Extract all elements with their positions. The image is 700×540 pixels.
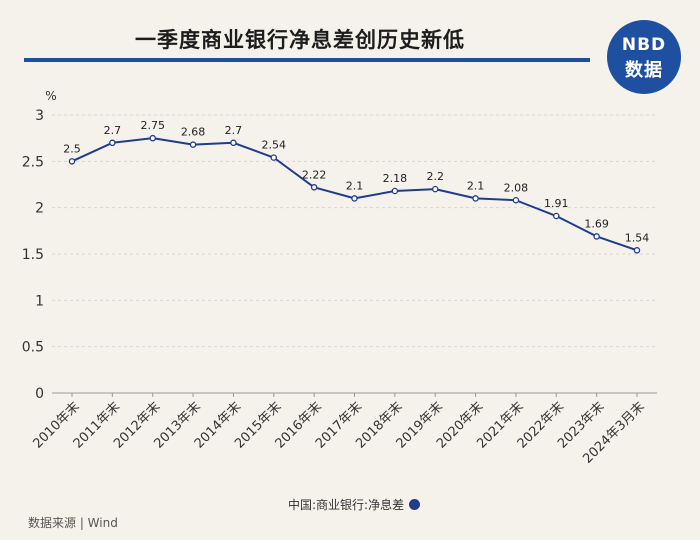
data-label: 2.18 — [383, 172, 408, 185]
data-point — [512, 197, 520, 204]
legend-marker — [409, 499, 421, 510]
y-tick-label: 0 — [35, 386, 44, 402]
data-label: 2.22 — [302, 168, 327, 181]
data-points — [68, 134, 641, 254]
data-label: 2.5 — [63, 142, 81, 155]
grid-lines — [52, 114, 657, 348]
data-label: 1.69 — [584, 217, 609, 230]
series-line — [71, 137, 638, 252]
y-tick-label: 1.5 — [22, 247, 44, 263]
data-label: 2.68 — [181, 126, 206, 139]
y-tick-label: 2 — [35, 201, 44, 217]
nbd-logo: NBD 数据 — [607, 20, 681, 94]
data-point — [189, 141, 197, 148]
data-point — [270, 154, 278, 161]
data-point — [351, 195, 358, 202]
page-title: 一季度商业银行净息差创历史新低 — [135, 28, 465, 52]
data-point — [391, 187, 399, 195]
data-label: 2.1 — [467, 179, 485, 192]
axes: 00.511.522.53%2010年末2011年末2012年末2013年末20… — [22, 89, 657, 467]
data-label: 2.7 — [104, 124, 122, 137]
y-tick-label: 3 — [35, 108, 44, 124]
data-label: 1.91 — [544, 197, 569, 210]
logo-text-nbd: NBD — [621, 35, 667, 55]
data-label: 2.75 — [140, 119, 165, 132]
data-label: 2.7 — [225, 124, 243, 137]
data-point — [633, 247, 641, 254]
data-point — [310, 184, 318, 191]
data-point — [593, 233, 600, 240]
data-label: 2.2 — [426, 170, 444, 183]
data-point — [431, 185, 439, 193]
data-point — [68, 158, 76, 165]
legend: 中国:商业银行:净息差 — [288, 496, 421, 513]
data-labels: 2.5 2.7 2.75 2.68 2.7 2.54 2.22 2.1 2.18 2.2 2.1 2.… — [63, 119, 649, 244]
series-line-group — [71, 137, 638, 252]
data-point — [553, 212, 560, 220]
data-point — [149, 134, 156, 142]
data-label: 1.54 — [625, 231, 650, 244]
data-label: 2.1 — [346, 179, 364, 192]
y-tick-label: 1 — [35, 293, 44, 309]
y-tick-label: 0.5 — [22, 340, 44, 356]
y-axis-unit-label: % — [45, 89, 56, 103]
data-point — [109, 139, 116, 147]
logo-text-data: 数据 — [625, 60, 663, 81]
data-point — [230, 139, 237, 147]
data-point — [472, 195, 479, 202]
data-source: 数据来源 | Wind — [28, 516, 118, 530]
legend-label: 中国:商业银行:净息差 — [288, 498, 405, 512]
title-underline — [24, 58, 590, 62]
data-label: 2.08 — [504, 181, 529, 194]
y-tick-label: 2.5 — [22, 154, 44, 170]
data-label: 2.54 — [262, 139, 287, 152]
